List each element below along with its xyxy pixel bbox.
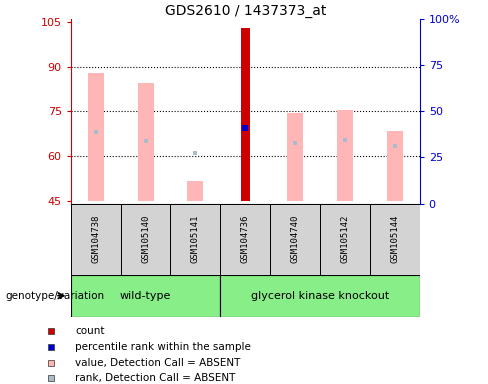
Text: GSM104738: GSM104738 — [91, 215, 100, 263]
Bar — [370, 204, 420, 275]
Text: wild-type: wild-type — [120, 291, 171, 301]
Bar — [241, 28, 250, 200]
Bar — [121, 204, 170, 275]
Text: genotype/variation: genotype/variation — [5, 291, 104, 301]
Bar — [387, 131, 403, 200]
Bar — [138, 83, 154, 200]
Bar — [88, 73, 103, 200]
Bar — [220, 204, 270, 275]
Bar — [320, 204, 370, 275]
Text: GSM104736: GSM104736 — [241, 215, 250, 263]
Text: GSM105144: GSM105144 — [390, 215, 399, 263]
Text: GSM104740: GSM104740 — [290, 215, 300, 263]
Bar — [337, 110, 353, 200]
Bar — [170, 204, 220, 275]
Bar — [71, 275, 220, 317]
Bar — [71, 204, 121, 275]
Title: GDS2610 / 1437373_at: GDS2610 / 1437373_at — [164, 4, 326, 18]
Text: percentile rank within the sample: percentile rank within the sample — [75, 342, 251, 352]
Bar — [287, 113, 303, 200]
Text: GSM105141: GSM105141 — [191, 215, 200, 263]
Text: rank, Detection Call = ABSENT: rank, Detection Call = ABSENT — [75, 374, 235, 384]
Bar — [270, 204, 320, 275]
Text: GSM105142: GSM105142 — [341, 215, 349, 263]
Text: GSM105140: GSM105140 — [141, 215, 150, 263]
Bar — [220, 275, 420, 317]
Bar — [187, 181, 203, 200]
Text: value, Detection Call = ABSENT: value, Detection Call = ABSENT — [75, 358, 240, 367]
Text: glycerol kinase knockout: glycerol kinase knockout — [251, 291, 389, 301]
Text: count: count — [75, 326, 104, 336]
